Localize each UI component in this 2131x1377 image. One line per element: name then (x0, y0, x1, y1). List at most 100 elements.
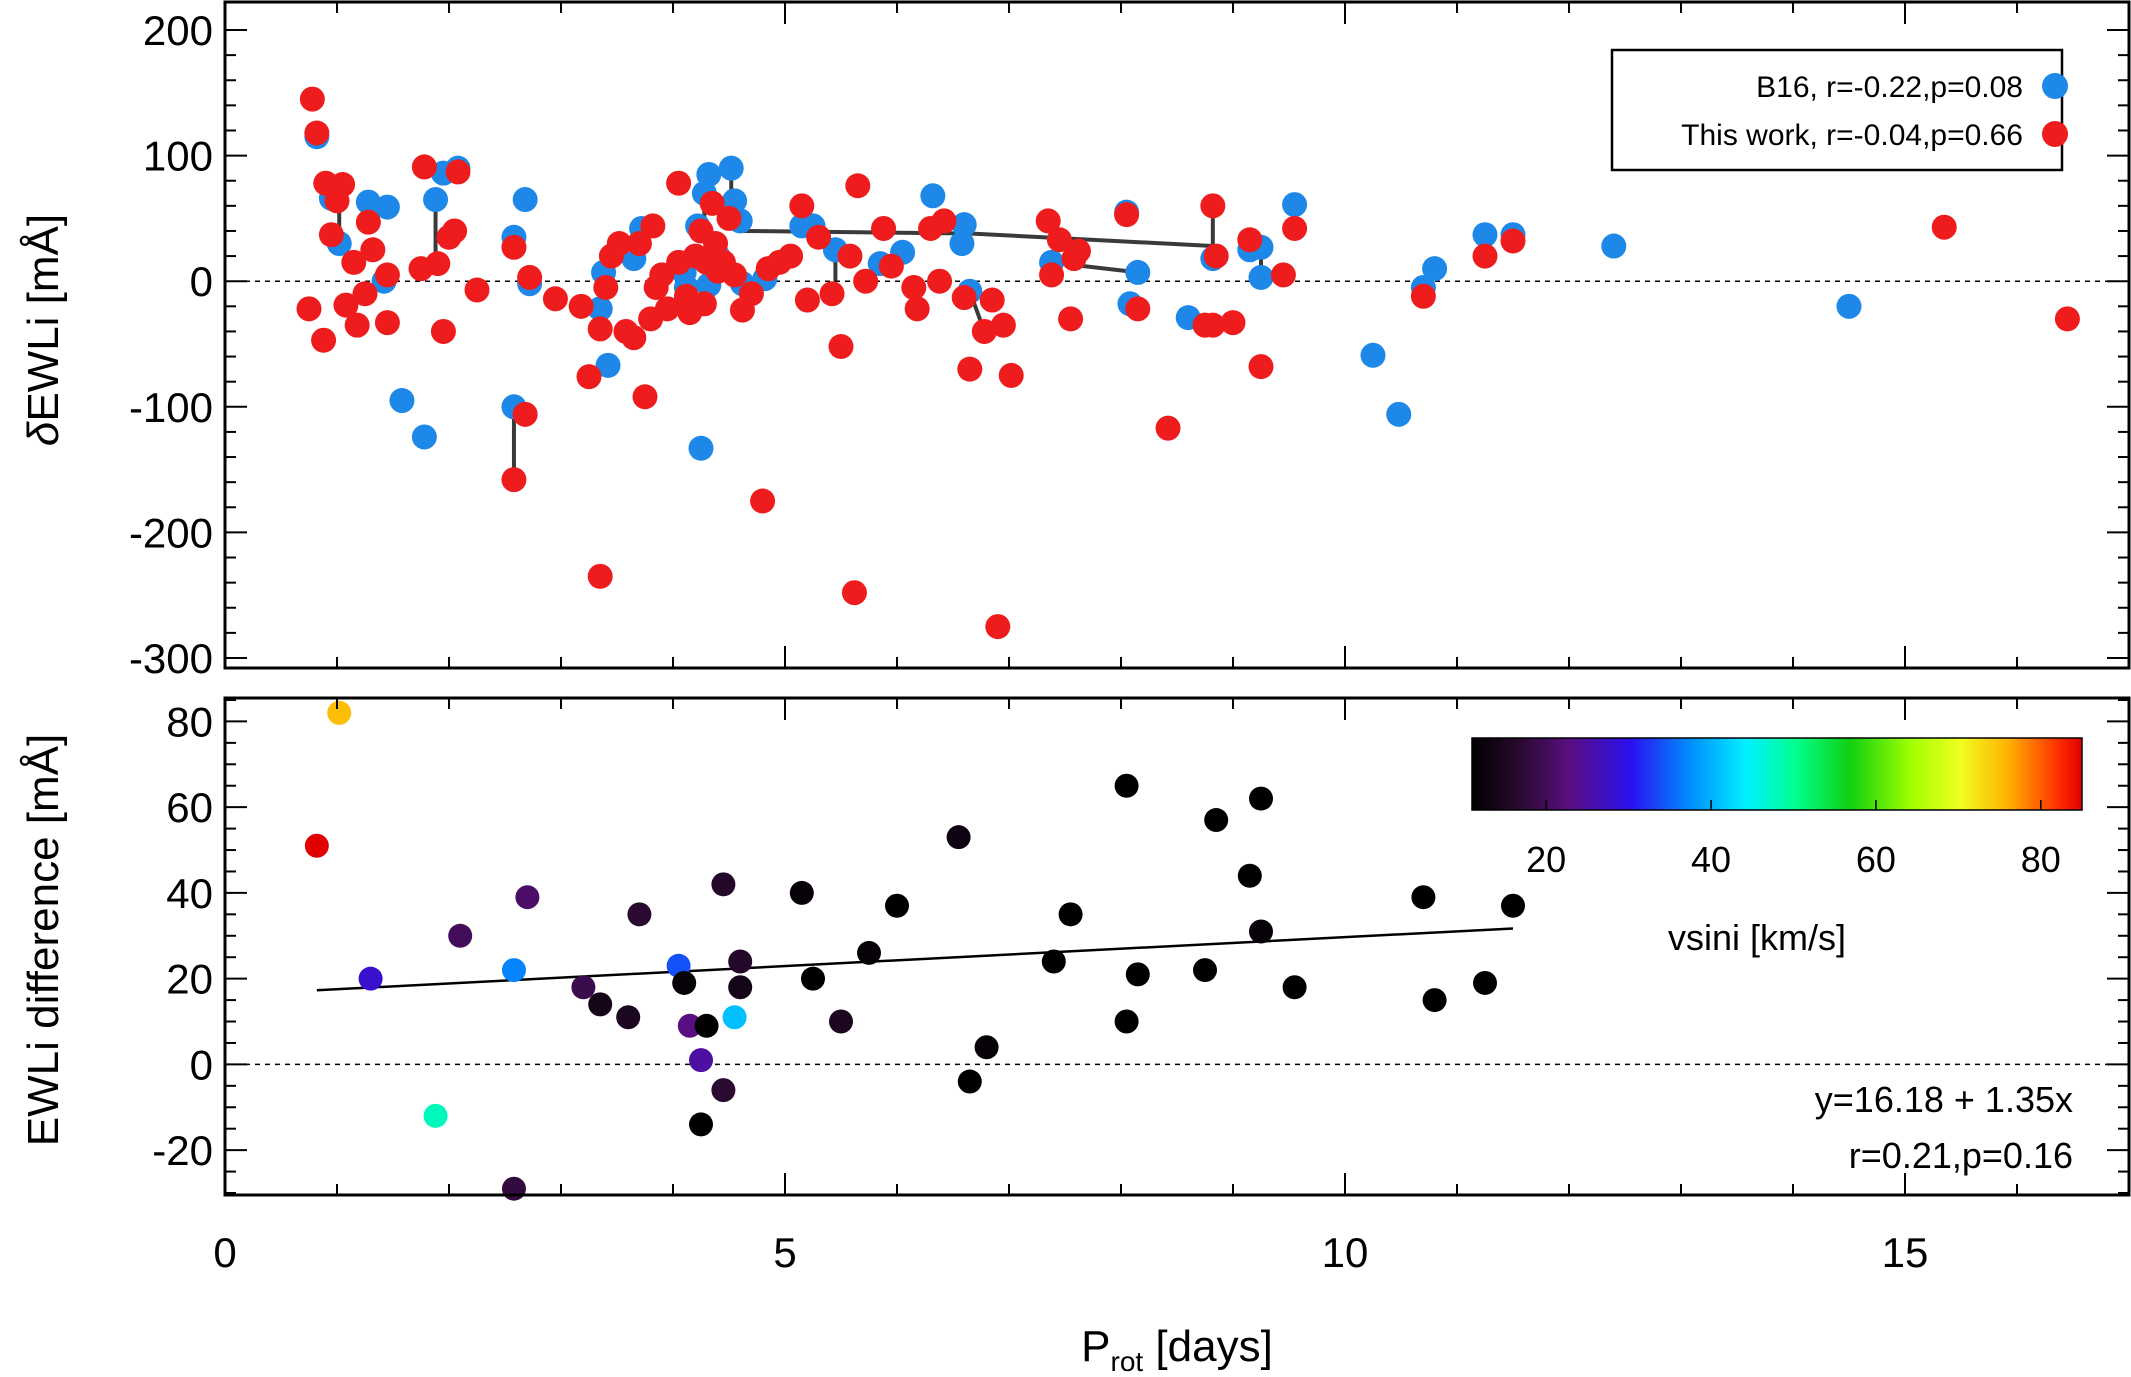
difference-point (801, 966, 825, 991)
this-work-point (1155, 415, 1181, 441)
fit-equation: y=16.18 + 1.35x (1815, 1079, 2073, 1120)
colorbar: 20 40 60 80 vsini [km/s] (1471, 737, 2083, 958)
difference-point (515, 885, 540, 910)
this-work-point (904, 296, 930, 322)
this-work-point (971, 318, 997, 344)
this-work-point (1220, 310, 1246, 336)
difference-point (957, 1069, 982, 1094)
bottom-panel: 0 5 10 15 80 60 40 20 0 -20 20 40 60 80 vsini [km/s]… (19, 696, 2131, 1377)
difference-point (1058, 902, 1083, 927)
y-tick-label: 100 (143, 133, 213, 180)
bottom-plot-frame (223, 696, 2131, 1197)
difference-point (501, 1176, 526, 1201)
this-work-point (738, 281, 764, 307)
this-work-point (1200, 312, 1226, 338)
legend-box (1610, 48, 2064, 172)
this-work-point (501, 467, 527, 493)
colorbar-ticks: 20 40 60 80 (1526, 800, 2061, 880)
b16-point (1282, 192, 1308, 218)
top-y-axis-label: δEWLi [mÅ] (19, 214, 68, 446)
difference-point (689, 1112, 713, 1137)
colorbar-tick-label: 80 (2021, 839, 2061, 880)
this-work-point (501, 234, 527, 260)
y-tick-label: 0 (190, 1041, 213, 1088)
this-work-point (621, 325, 647, 351)
b16-point (355, 189, 381, 215)
this-work-point (837, 243, 863, 269)
this-work-point (333, 292, 359, 318)
difference-point (571, 975, 596, 1000)
this-work-point (806, 224, 832, 250)
x-tick-label: 15 (1882, 1229, 1929, 1276)
this-work-point (576, 364, 602, 390)
this-work-point (828, 334, 854, 360)
this-work-point (901, 274, 927, 300)
this-work-point (1500, 228, 1526, 254)
y-tick-label: 0 (190, 258, 213, 305)
difference-point (689, 1048, 713, 1073)
this-work-point (542, 286, 568, 312)
difference-point (1422, 988, 1447, 1013)
b16-point (374, 194, 400, 220)
difference-point (1411, 885, 1436, 910)
fit-line (316, 927, 1514, 992)
this-work-point (691, 291, 717, 317)
difference-point (501, 958, 526, 983)
b16-point (949, 231, 975, 257)
this-work-point (442, 218, 468, 244)
b16-point (389, 388, 415, 414)
x-tick-label: 5 (773, 1229, 796, 1276)
this-work-point (374, 310, 400, 336)
this-work-point (699, 190, 725, 216)
difference-point (588, 992, 613, 1017)
this-work-point (1270, 262, 1296, 288)
fit-statistics: r=0.21,p=0.16 (1849, 1135, 2073, 1176)
bottom-scatter-points (304, 700, 1525, 1201)
b16-point (512, 187, 538, 213)
this-work-point (750, 488, 776, 514)
b16-point (688, 435, 714, 461)
difference-point (1249, 786, 1273, 811)
b16-point (411, 424, 437, 450)
top-y-axis-label-main: EWLi [mÅ] (19, 214, 68, 422)
difference-point (829, 1009, 853, 1034)
y-tick-label: -300 (129, 635, 213, 682)
connector-line (969, 231, 1213, 249)
colorbar-gradient (1471, 737, 2083, 811)
difference-point (728, 949, 753, 974)
colorbar-tick-label: 60 (1856, 839, 1896, 880)
this-work-point (311, 327, 337, 353)
difference-point (1041, 949, 1066, 974)
this-work-point (606, 231, 632, 257)
this-work-point (352, 281, 378, 307)
difference-point (1114, 773, 1139, 798)
this-work-point (430, 318, 456, 344)
difference-point (448, 923, 473, 948)
top-y-axis-label-delta: δ (19, 421, 68, 446)
this-work-point (998, 362, 1024, 388)
colorbar-label: vsini [km/s] (1668, 917, 1846, 958)
this-work-point (360, 237, 386, 263)
this-work-point (2054, 306, 2080, 332)
difference-point (946, 825, 971, 850)
b16-point (1422, 256, 1448, 282)
difference-point (711, 1078, 736, 1103)
b16-point (595, 352, 621, 378)
this-work-point (330, 171, 356, 197)
this-work-point (654, 296, 680, 322)
colorbar-tick-label: 20 (1526, 839, 1566, 880)
b16-point (1248, 264, 1274, 290)
this-work-point (1410, 283, 1436, 309)
this-work-point (1200, 193, 1226, 219)
this-work-point (355, 209, 381, 235)
y-tick-label: 20 (166, 956, 213, 1003)
difference-point (1501, 893, 1525, 918)
difference-point (1204, 808, 1229, 833)
this-work-point (853, 268, 879, 294)
this-work-point (957, 356, 983, 382)
difference-point (672, 970, 697, 995)
difference-point (1114, 1009, 1139, 1034)
difference-point (857, 940, 881, 965)
colorbar-tick-label: 40 (1691, 839, 1731, 880)
difference-point (694, 1013, 719, 1038)
